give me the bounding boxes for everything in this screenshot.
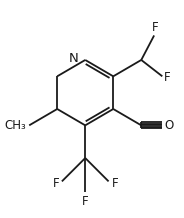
Text: F: F [82,195,89,208]
Text: F: F [164,71,171,84]
Text: O: O [164,119,173,132]
Text: F: F [152,21,159,34]
Text: F: F [111,177,118,190]
Text: CH₃: CH₃ [4,119,26,132]
Text: F: F [52,177,59,190]
Text: N: N [69,52,79,65]
